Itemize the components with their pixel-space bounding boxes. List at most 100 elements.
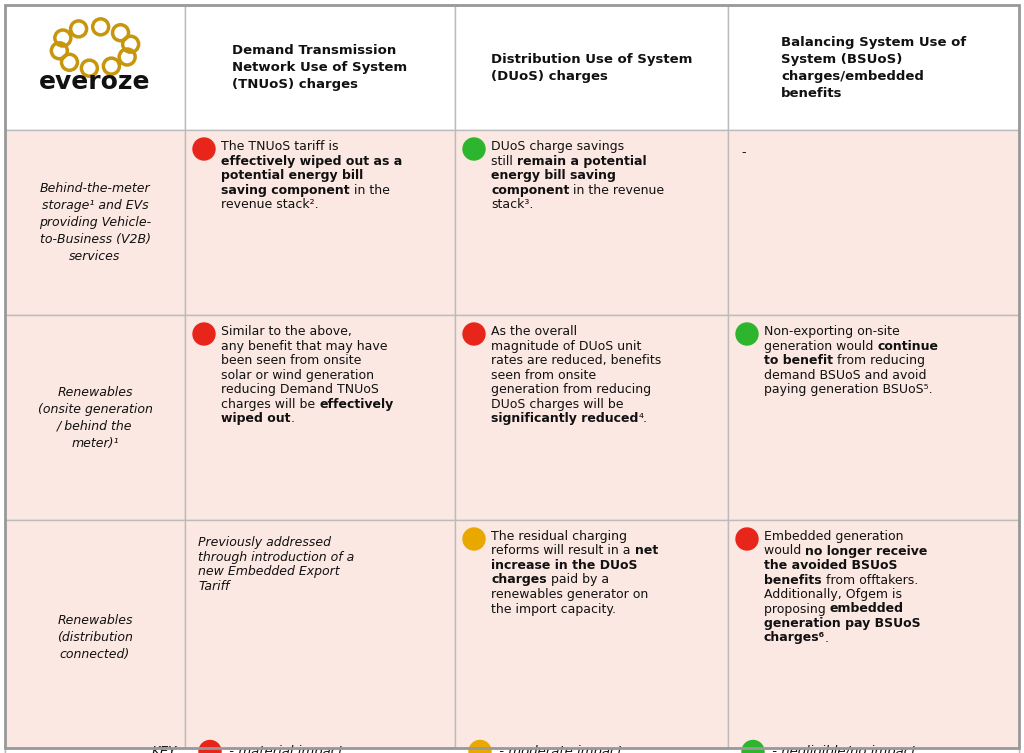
Text: charges will be: charges will be [221, 398, 319, 410]
Text: The TNUoS tariff is: The TNUoS tariff is [221, 140, 339, 153]
Bar [5, 5, 185, 130]
Circle shape [463, 528, 485, 550]
Text: through introduction of a: through introduction of a [198, 550, 354, 563]
Circle shape [742, 740, 764, 753]
Text: Additionally, Ofgem is: Additionally, Ofgem is [764, 588, 902, 601]
Text: DUoS charge savings: DUoS charge savings [490, 140, 624, 153]
Text: Renewables
(onsite generation
/ behind the
meter)¹: Renewables (onsite generation / behind t… [38, 386, 153, 450]
Text: magnitude of DUoS unit: magnitude of DUoS unit [490, 340, 641, 352]
Text: Embedded generation: Embedded generation [764, 530, 903, 543]
Text: - negligible/no impact: - negligible/no impact [768, 745, 916, 753]
Text: no longer receive: no longer receive [805, 544, 928, 557]
Text: everoze: everoze [39, 69, 151, 93]
Text: from offtakers.: from offtakers. [821, 574, 918, 587]
Text: .: . [291, 412, 295, 425]
Text: solar or wind generation: solar or wind generation [221, 368, 374, 382]
Bar [728, 5, 1019, 130]
Text: revenue stack².: revenue stack². [221, 198, 318, 211]
Text: reforms will result in a: reforms will result in a [490, 544, 635, 557]
Text: rates are reduced, benefits: rates are reduced, benefits [490, 354, 662, 367]
Text: in the revenue: in the revenue [569, 184, 665, 197]
Circle shape [193, 138, 215, 160]
Circle shape [463, 138, 485, 160]
Bar [5, 130, 185, 315]
Bar [728, 520, 1019, 753]
Bar [455, 130, 728, 315]
Bar [455, 5, 728, 130]
Text: in the: in the [349, 184, 389, 197]
Text: The residual charging: The residual charging [490, 530, 627, 543]
Text: Behind-the-meter
storage¹ and EVs
providing Vehicle-
to-Business (V2B)
services: Behind-the-meter storage¹ and EVs provid… [39, 182, 152, 263]
Text: generation pay BSUoS: generation pay BSUoS [764, 617, 921, 630]
Circle shape [199, 740, 221, 753]
Text: stack³.: stack³. [490, 198, 534, 211]
Text: reducing Demand TNUoS: reducing Demand TNUoS [221, 383, 379, 396]
Circle shape [736, 528, 758, 550]
Text: Demand Transmission
Network Use of System
(TNUoS) charges: Demand Transmission Network Use of Syste… [232, 44, 408, 91]
Text: generation from reducing: generation from reducing [490, 383, 651, 396]
Text: the avoided BSUoS: the avoided BSUoS [764, 559, 897, 572]
Text: embedded: embedded [829, 602, 904, 615]
Text: - material impact: - material impact [225, 745, 343, 753]
Text: Similar to the above,: Similar to the above, [221, 325, 352, 338]
Bar [5, 520, 185, 753]
Bar [728, 130, 1019, 315]
Text: continue: continue [878, 340, 938, 352]
Text: .: . [825, 632, 829, 645]
Text: potential energy bill: potential energy bill [221, 169, 364, 182]
Text: effectively wiped out as a: effectively wiped out as a [221, 154, 402, 167]
Text: generation would: generation would [764, 340, 878, 352]
Text: charges: charges [490, 574, 547, 587]
Circle shape [469, 740, 490, 753]
Text: Renewables
(distribution
connected): Renewables (distribution connected) [57, 614, 133, 661]
Text: KEY: KEY [152, 745, 177, 753]
Text: component: component [490, 184, 569, 197]
Text: new Embedded Export: new Embedded Export [198, 565, 340, 578]
Text: benefits: benefits [764, 574, 821, 587]
Text: paying generation BSUoS⁵.: paying generation BSUoS⁵. [764, 383, 933, 396]
Text: still: still [490, 154, 517, 167]
Text: energy bill saving: energy bill saving [490, 169, 615, 182]
Bar [5, 315, 185, 520]
Text: remain a potential: remain a potential [517, 154, 646, 167]
Text: charges⁶: charges⁶ [764, 632, 825, 645]
Text: any benefit that may have: any benefit that may have [221, 340, 387, 352]
Text: seen from onsite: seen from onsite [490, 368, 596, 382]
Bar [185, 130, 455, 315]
Text: ⁴.: ⁴. [638, 412, 647, 425]
Text: to benefit: to benefit [764, 354, 833, 367]
Bar [185, 315, 455, 520]
Text: - moderate impact: - moderate impact [495, 745, 623, 753]
Text: wiped out: wiped out [221, 412, 291, 425]
Circle shape [463, 323, 485, 345]
Text: renewables generator on: renewables generator on [490, 588, 648, 601]
Text: Non-exporting on-site: Non-exporting on-site [764, 325, 900, 338]
Bar [728, 315, 1019, 520]
Bar [185, 5, 455, 130]
Text: demand BSUoS and avoid: demand BSUoS and avoid [764, 368, 927, 382]
Text: Tariff: Tariff [198, 580, 229, 593]
Text: been seen from onsite: been seen from onsite [221, 354, 361, 367]
Text: increase in the DUoS: increase in the DUoS [490, 559, 638, 572]
Bar [185, 520, 455, 753]
Text: would: would [764, 544, 805, 557]
Text: Previously addressed: Previously addressed [198, 536, 331, 549]
Bar [5, 748, 1019, 753]
Text: proposing: proposing [764, 602, 829, 615]
Text: from reducing: from reducing [833, 354, 925, 367]
Bar [455, 520, 728, 753]
Bar [455, 315, 728, 520]
Text: paid by a: paid by a [547, 574, 608, 587]
Text: the import capacity.: the import capacity. [490, 602, 616, 615]
Text: -: - [741, 146, 745, 159]
Text: net: net [635, 544, 657, 557]
Text: Balancing System Use of
System (BSUoS)
charges/embedded
benefits: Balancing System Use of System (BSUoS) c… [781, 35, 966, 99]
Text: As the overall: As the overall [490, 325, 578, 338]
Circle shape [736, 323, 758, 345]
Text: significantly reduced: significantly reduced [490, 412, 638, 425]
Text: effectively: effectively [319, 398, 393, 410]
Text: saving component: saving component [221, 184, 349, 197]
Text: Distribution Use of System
(DUoS) charges: Distribution Use of System (DUoS) charge… [490, 53, 692, 83]
Text: DUoS charges will be: DUoS charges will be [490, 398, 624, 410]
Circle shape [193, 323, 215, 345]
